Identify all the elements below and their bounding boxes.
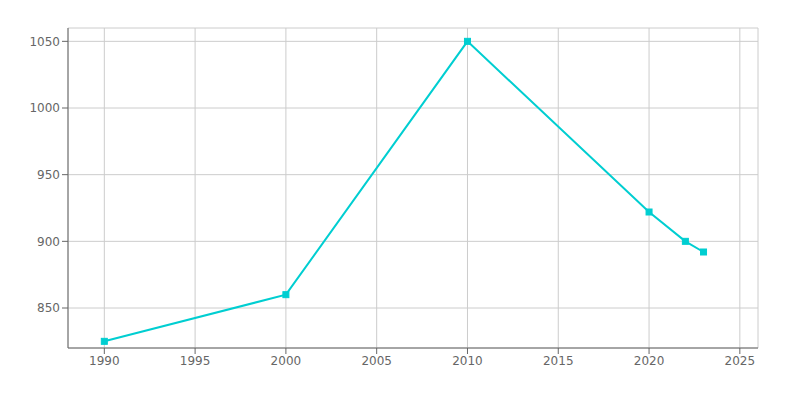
svg-text:2020: 2020 xyxy=(634,354,665,368)
svg-text:950: 950 xyxy=(37,168,60,182)
svg-text:1000: 1000 xyxy=(29,101,60,115)
svg-text:2005: 2005 xyxy=(361,354,392,368)
svg-text:850: 850 xyxy=(37,301,60,315)
svg-text:2025: 2025 xyxy=(725,354,756,368)
svg-text:1050: 1050 xyxy=(29,35,60,49)
svg-text:1995: 1995 xyxy=(180,354,211,368)
svg-text:2000: 2000 xyxy=(271,354,302,368)
svg-text:900: 900 xyxy=(37,235,60,249)
svg-text:2010: 2010 xyxy=(452,354,483,368)
svg-text:1990: 1990 xyxy=(89,354,120,368)
svg-text:2015: 2015 xyxy=(543,354,574,368)
